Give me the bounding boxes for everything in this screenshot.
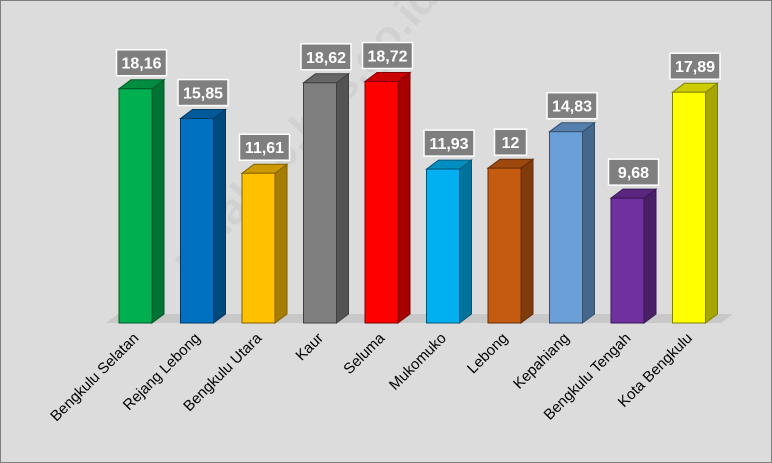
value-label-6: 12 [502,135,520,152]
bar-side-2 [274,163,288,324]
bar-6 [487,167,522,324]
bar-1 [180,118,214,324]
bar-side-1 [213,108,226,324]
bar-side-3 [336,72,349,324]
bar-2 [241,172,276,324]
value-label-box-5 [423,129,475,157]
category-label-3: Kaur [292,330,326,364]
category-label-5: Mukomuko [386,330,450,394]
value-label-0: 18,16 [121,56,161,73]
bar-side-9 [705,82,718,324]
value-label-box-8 [607,158,660,186]
value-label-3: 18,62 [306,50,346,67]
value-label-box-0 [115,48,168,77]
category-label-6: Lebong [464,330,511,377]
bar-side-4 [397,71,411,324]
value-label-box-3 [300,43,352,71]
bar-9 [672,91,706,324]
bar-0 [118,88,153,324]
value-label-box-1 [177,78,229,107]
bar-8 [610,197,645,324]
bar-3 [303,82,337,324]
value-label-box-6 [493,128,528,156]
category-label-7: Kepahiang [510,330,573,393]
value-label-box-7 [546,91,598,120]
bar-4 [364,81,399,324]
value-label-9: 17,89 [675,59,715,76]
value-label-box-4 [361,41,414,70]
value-label-box-9 [669,52,721,80]
value-label-box-2 [238,133,291,161]
bar-7 [549,131,583,324]
bar-5 [426,168,460,324]
value-label-1: 15,85 [183,86,223,103]
value-label-4: 18,72 [367,49,407,66]
bar-side-8 [643,188,657,324]
bar-side-0 [151,78,165,324]
bar-side-5 [459,159,472,324]
category-label-4: Seluma [340,329,388,377]
value-label-5: 11,93 [429,136,468,153]
bar-side-7 [582,121,595,324]
value-label-7: 14,83 [552,99,592,116]
value-label-8: 9,68 [618,165,649,182]
value-label-2: 11,61 [245,140,284,157]
bar-side-6 [520,158,534,324]
